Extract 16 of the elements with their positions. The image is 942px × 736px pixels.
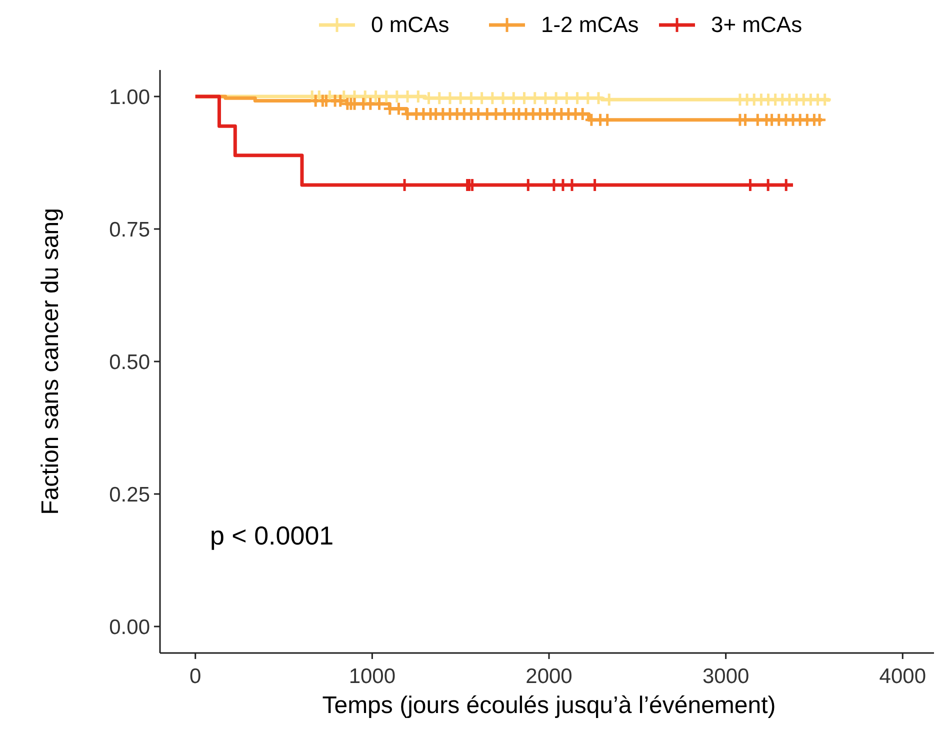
y-tick-label: 0.25 xyxy=(109,483,150,506)
y-axis-title: Faction sans cancer du sang xyxy=(37,208,64,515)
legend-label: 3+ mCAs xyxy=(711,12,802,37)
x-tick-label: 2000 xyxy=(526,665,572,688)
annotation: p < 0.0001 xyxy=(210,520,334,550)
x-tick-label: 0 xyxy=(190,665,202,688)
x-axis-title: Temps (jours écoulés jusqu’à l’événement) xyxy=(322,692,776,719)
x-tick-label: 3000 xyxy=(702,665,750,688)
y-tick-label: 0.50 xyxy=(109,350,150,374)
y-tick-label: 1.00 xyxy=(109,86,150,109)
y-tick-label: 0.75 xyxy=(109,218,150,242)
legend-label: 0 mCAs xyxy=(371,12,450,37)
x-tick-label: 4000 xyxy=(879,665,926,688)
legend-label: 1-2 mCAs xyxy=(541,12,639,37)
y-tick-label: 0.00 xyxy=(109,616,150,639)
x-tick-label: 1000 xyxy=(348,665,396,688)
